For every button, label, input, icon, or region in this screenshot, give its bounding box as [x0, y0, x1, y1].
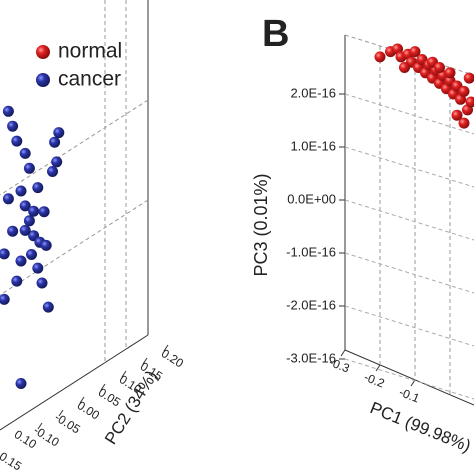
point: [0, 293, 10, 305]
point: [7, 120, 19, 132]
point: [374, 51, 386, 63]
panel-b-frame: [344, 34, 474, 406]
point: [444, 67, 456, 79]
grid-line: [344, 358, 474, 400]
panel-a-frame: [0, 0, 149, 431]
point: [36, 277, 48, 289]
legend-marker: [36, 73, 50, 87]
point: [451, 109, 463, 121]
y-axis-label: PC3 (0.01%): [251, 173, 271, 276]
y-tick-label: 1.0E-16: [290, 138, 336, 153]
grid-line: [344, 305, 474, 347]
y-tick-label: -2.0E-16: [286, 297, 336, 312]
legend-marker: [36, 45, 50, 59]
point: [11, 135, 23, 147]
y-tick-label: 0.0E+00: [287, 191, 336, 206]
point: [458, 85, 470, 97]
point: [15, 185, 27, 197]
x-tick: [121, 370, 127, 378]
point: [399, 62, 410, 73]
x-tick: [37, 422, 43, 430]
point: [15, 378, 27, 389]
grid-line: [344, 146, 474, 188]
point: [19, 200, 31, 212]
point: [19, 147, 31, 159]
x-axis-label: PC1 (99.98%): [367, 398, 473, 456]
point: [7, 225, 19, 237]
point: [28, 205, 40, 217]
x-tick-label: -0.2: [362, 370, 387, 391]
point: [11, 275, 23, 287]
point: [40, 239, 52, 251]
point: [32, 182, 44, 194]
point: [42, 301, 54, 313]
point: [409, 46, 421, 58]
x-tick-label: 0.00: [75, 398, 103, 422]
point: [0, 248, 10, 260]
x-tick: [100, 383, 106, 391]
point: [15, 255, 27, 267]
x-tick: [375, 364, 381, 372]
point: [434, 62, 445, 73]
legend-label: normal: [58, 40, 122, 63]
point: [47, 166, 58, 177]
panel-label: B: [262, 13, 289, 55]
point: [53, 127, 65, 139]
point: [2, 193, 14, 205]
grid-line: [344, 199, 474, 241]
grid-line: [344, 252, 474, 294]
point: [19, 224, 31, 236]
point: [26, 249, 37, 260]
point: [23, 215, 35, 227]
x-tick: [79, 396, 85, 404]
x-tick: [340, 349, 346, 357]
x-tick: [142, 357, 148, 365]
point: [38, 206, 50, 218]
grid-line: [344, 93, 474, 135]
legend-label: cancer: [58, 68, 121, 91]
x-tick-label: 0.05: [96, 385, 124, 409]
point: [51, 156, 63, 168]
x-tick-label: -0.05: [52, 410, 83, 437]
x-tick-label: 0.20: [159, 346, 187, 370]
y-tick-label: 2.0E-16: [290, 85, 336, 100]
point: [465, 96, 474, 108]
point: [463, 72, 474, 84]
point: [23, 162, 35, 174]
point: [458, 117, 470, 129]
point: [2, 105, 14, 117]
y-tick-label: -1.0E-16: [286, 244, 336, 259]
x-tick: [58, 409, 64, 417]
point: [49, 136, 61, 148]
point: [32, 262, 44, 274]
z-tick-label: 0.15: [0, 449, 24, 473]
x-tick-label: -0.1: [397, 385, 422, 406]
y-tick-label: -3.0E-16: [286, 350, 336, 365]
x-tick: [163, 344, 169, 352]
